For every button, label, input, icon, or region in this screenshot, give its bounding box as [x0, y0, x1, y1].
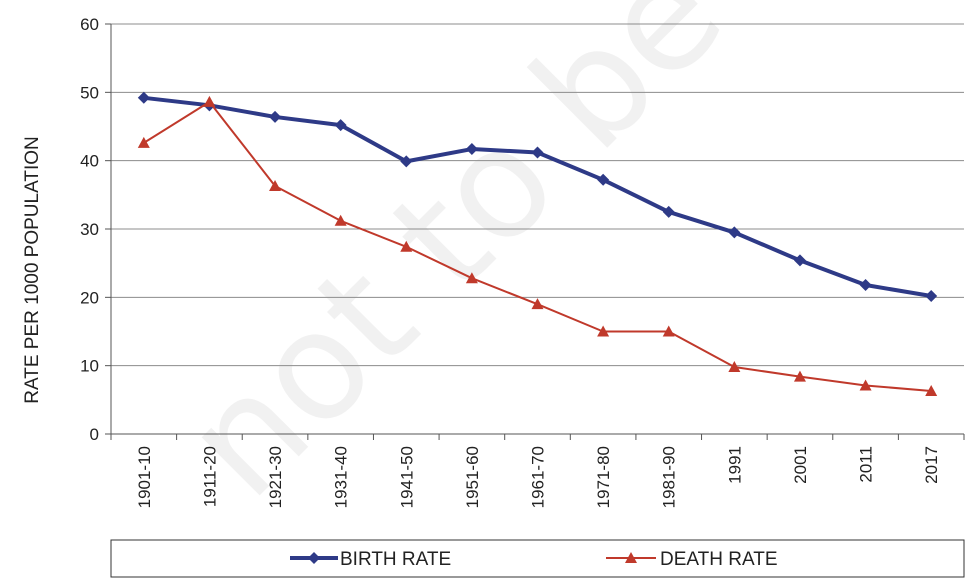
data-point — [859, 379, 872, 391]
data-point — [728, 361, 741, 373]
axis-layer: 0 10 20 30 40 50 60 1901-10 1911-20 1921-30 1931-4… — [80, 15, 965, 508]
data-point — [531, 146, 544, 159]
x-tick-label: 1911-20 — [200, 446, 219, 507]
watermark: not to be re — [152, 0, 895, 530]
y-tick-label: 10 — [80, 357, 99, 376]
data-point — [465, 143, 478, 156]
legend-swatch-marker — [308, 552, 320, 564]
legend-item: DEATH RATE — [606, 549, 778, 570]
data-point — [465, 272, 478, 284]
data-point — [334, 214, 347, 226]
y-tick-label: 20 — [80, 288, 99, 307]
data-point — [662, 205, 675, 218]
x-tick-label: 1961-70 — [529, 446, 548, 508]
legend-swatch-marker — [625, 552, 637, 563]
y-tick-label: 30 — [80, 220, 99, 239]
x-tick-label: 1991 — [725, 446, 744, 484]
x-tick-label: 1981-90 — [660, 446, 679, 508]
data-point — [793, 370, 806, 382]
y-tick-label: 40 — [80, 152, 99, 171]
y-tick-label: 60 — [80, 15, 99, 34]
grid-layer — [111, 23, 964, 367]
x-tick-label: 2011 — [857, 446, 876, 483]
data-point — [793, 254, 806, 267]
y-tick-label: 50 — [80, 83, 99, 102]
data-point — [334, 119, 347, 132]
data-point — [597, 325, 610, 337]
data-point — [925, 384, 938, 396]
legend-label: DEATH RATE — [660, 549, 778, 570]
x-tick-label: 1921-30 — [266, 446, 285, 508]
data-point — [400, 155, 413, 168]
watermark-layer: not to be re — [152, 0, 895, 530]
data-point — [203, 95, 216, 107]
data-point — [859, 279, 872, 292]
x-tick-label: 1971-80 — [594, 446, 613, 508]
data-point — [662, 325, 675, 337]
series-death-rate — [137, 95, 938, 396]
data-point — [137, 136, 150, 148]
data-point — [531, 298, 544, 310]
data-point — [925, 289, 938, 302]
legend: BIRTH RATE DEATH RATE — [110, 539, 965, 578]
x-tick-label: 2001 — [791, 446, 810, 484]
data-point — [597, 173, 610, 186]
data-point — [728, 226, 741, 239]
data-point — [269, 110, 282, 123]
x-tick-label: 1901-10 — [135, 446, 154, 508]
legend-box — [110, 539, 965, 578]
data-point — [269, 179, 282, 191]
legend-item: BIRTH RATE — [290, 549, 451, 570]
x-tick-label: 2017 — [922, 446, 941, 484]
legend-label: BIRTH RATE — [340, 549, 451, 570]
y-axis-title: RATE PER 1000 POPULATION — [22, 136, 43, 404]
x-tick-label: 1931-40 — [332, 446, 351, 508]
data-point — [400, 240, 413, 252]
y-tick-label: 0 — [90, 425, 99, 444]
x-tick-label: 1941-50 — [397, 446, 416, 508]
series-layer — [137, 91, 938, 396]
data-point — [137, 91, 150, 104]
x-tick-label: 1951-60 — [463, 446, 482, 508]
